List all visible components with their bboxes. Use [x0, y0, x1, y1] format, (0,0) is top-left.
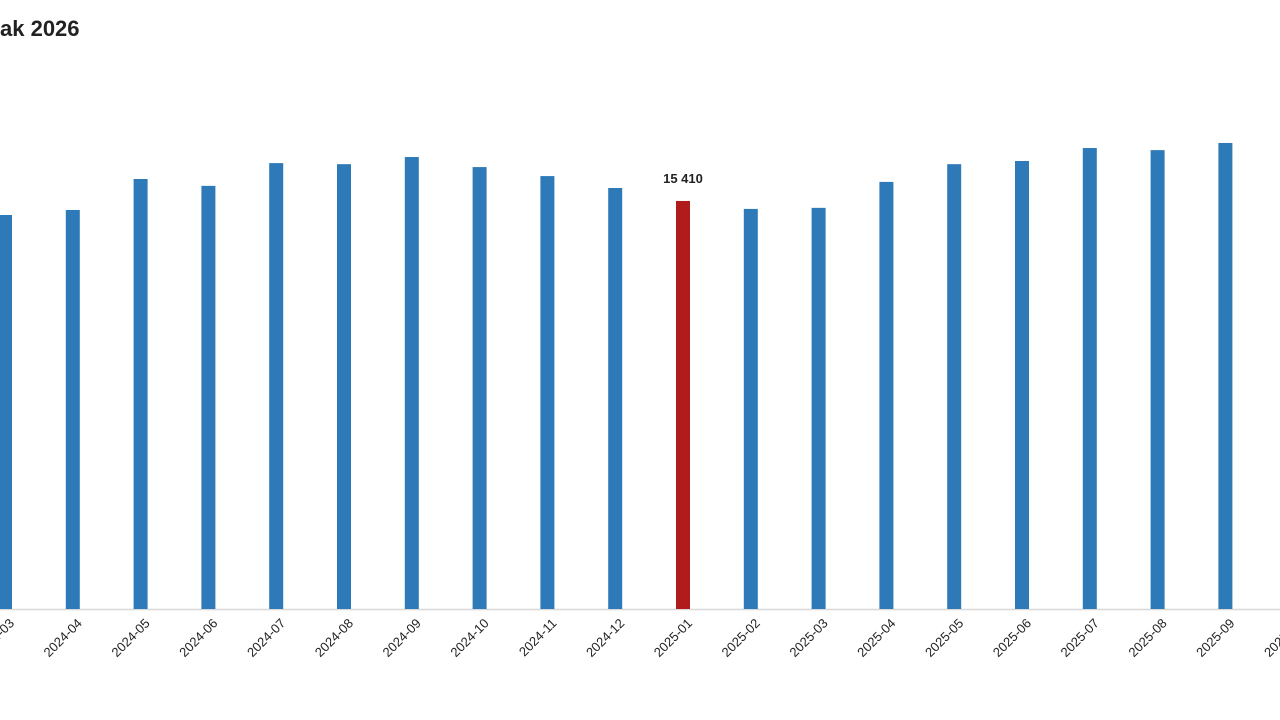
- bar: [1082, 148, 1097, 609]
- x-tick-label: 2024-03: [0, 616, 17, 660]
- x-tick-label: 2024-05: [108, 616, 152, 660]
- x-tick-label: 2024-06: [176, 616, 220, 660]
- value-label: 15 410: [663, 171, 703, 186]
- bar: [201, 185, 216, 610]
- x-tick-label: 2025-01: [651, 616, 695, 660]
- bar: [337, 164, 351, 609]
- bar: [269, 163, 284, 610]
- x-tick-label: 2024-07: [244, 616, 288, 660]
- bar: [947, 164, 962, 609]
- bar: [65, 209, 80, 610]
- bar: [540, 176, 555, 609]
- x-tick-label: 2025-06: [990, 616, 1034, 660]
- bar: [608, 187, 623, 609]
- x-tick-label: 2025-03: [786, 616, 830, 660]
- bar: [1218, 142, 1233, 609]
- bar: [133, 178, 148, 609]
- bar: [676, 200, 690, 609]
- x-tick-label: 2024-08: [312, 616, 356, 660]
- x-tick-label: 2025-08: [1125, 616, 1169, 660]
- bar: [743, 208, 758, 609]
- x-tick-label: 2024-04: [41, 616, 85, 660]
- bar: [879, 181, 894, 610]
- bar: [811, 207, 826, 609]
- x-tick-label: 2025-07: [1058, 616, 1102, 660]
- x-tick-label: 2024-09: [380, 616, 424, 660]
- bar: [1150, 150, 1165, 609]
- x-tick-label: 2024-12: [583, 616, 627, 660]
- bar: [0, 215, 12, 609]
- bar: [404, 157, 419, 609]
- x-tick-label: 2024-10: [447, 616, 491, 660]
- bar: [1015, 160, 1029, 609]
- x-tick-label: 2024-11: [516, 616, 560, 660]
- bar: [472, 167, 487, 609]
- x-tick-label: 2025-02: [719, 616, 763, 660]
- x-tick-label: 2025-10: [1261, 616, 1280, 660]
- chart-title: ak 2026: [0, 16, 80, 41]
- x-tick-label: 2025-09: [1193, 616, 1237, 660]
- x-tick-label: 2025-05: [922, 616, 966, 660]
- x-tick-label: 2025-04: [854, 616, 898, 660]
